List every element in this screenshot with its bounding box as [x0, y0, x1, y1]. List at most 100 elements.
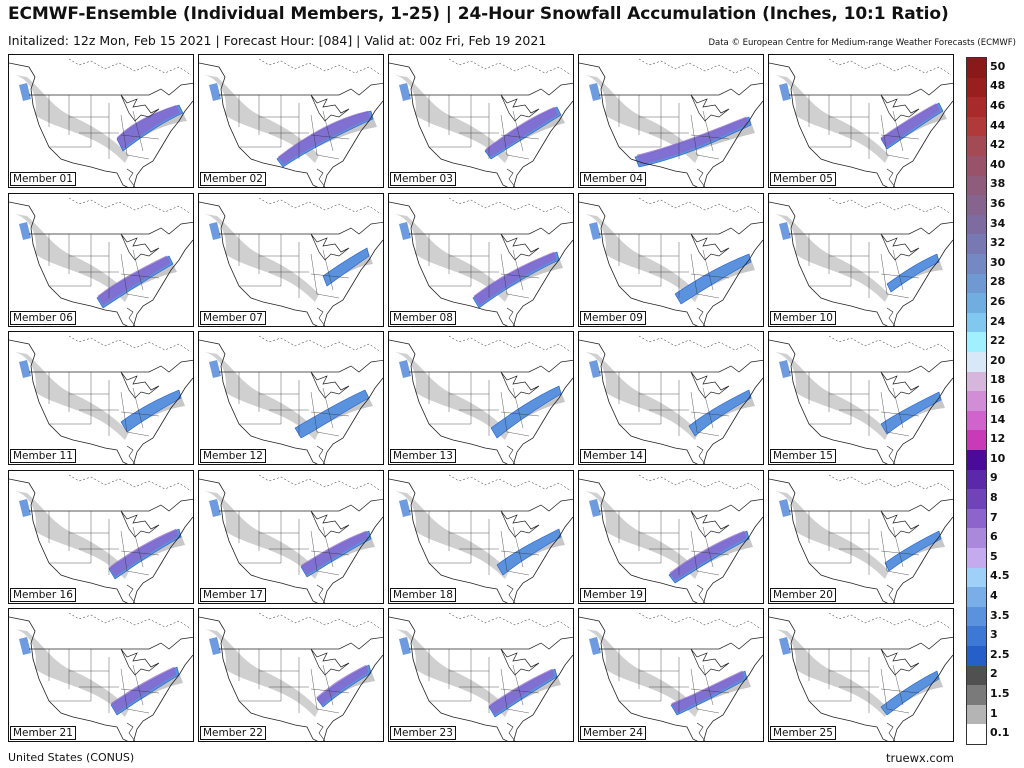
member-label: Member 23 [390, 726, 456, 740]
member-map-tile: Member 02 [198, 54, 384, 188]
legend-label: 24 [990, 314, 1006, 328]
member-snowfall-map [199, 197, 383, 326]
member-label: Member 10 [770, 311, 836, 325]
legend-swatch [967, 410, 986, 431]
member-label: Member 19 [580, 588, 646, 602]
member-map-tile: Member 17 [198, 470, 384, 604]
legend-swatch [967, 430, 986, 451]
member-snowfall-map [9, 335, 193, 464]
legend-label: 4.5 [990, 569, 1010, 583]
legend-label: 20 [990, 353, 1006, 367]
legend-label: 9 [990, 471, 998, 485]
member-snowfall-map [769, 197, 953, 326]
legend-swatch [967, 116, 986, 137]
legend-swatch [967, 273, 986, 294]
member-label: Member 15 [770, 449, 836, 463]
member-map-tile: Member 03 [388, 54, 574, 188]
member-label: Member 06 [10, 311, 76, 325]
legend-label: 22 [990, 334, 1006, 348]
member-map-tile: Member 10 [768, 193, 954, 327]
legend-swatch [967, 332, 986, 353]
member-label: Member 18 [390, 588, 456, 602]
member-snowfall-map [199, 58, 383, 187]
member-map-tile: Member 07 [198, 193, 384, 327]
member-label: Member 16 [10, 588, 76, 602]
member-map-tile: Member 15 [768, 331, 954, 465]
legend-swatch [967, 489, 986, 510]
member-snowfall-map [579, 474, 763, 603]
legend-swatch [967, 508, 986, 529]
legend-swatch [967, 587, 986, 608]
member-snowfall-map [389, 335, 573, 464]
member-label: Member 05 [770, 172, 836, 186]
legend-label: 18 [990, 373, 1006, 387]
member-label: Member 11 [10, 449, 76, 463]
member-label: Member 17 [200, 588, 266, 602]
legend-label: 0.1 [990, 726, 1010, 740]
member-snowfall-map [389, 474, 573, 603]
member-map-tile: Member 24 [578, 608, 764, 742]
legend-swatch [967, 606, 986, 627]
legend-label: 30 [990, 255, 1006, 269]
member-map-tile: Member 19 [578, 470, 764, 604]
member-label: Member 14 [580, 449, 646, 463]
member-map-tile: Member 11 [8, 331, 194, 465]
legend-label: 32 [990, 236, 1006, 250]
member-snowfall-map [9, 474, 193, 603]
member-label: Member 12 [200, 449, 266, 463]
legend-label: 2.5 [990, 647, 1010, 661]
member-label: Member 24 [580, 726, 646, 740]
member-snowfall-map [579, 197, 763, 326]
legend-swatch [967, 469, 986, 490]
legend-label: 36 [990, 197, 1006, 210]
legend-swatch [967, 665, 986, 686]
member-map-tile: Member 14 [578, 331, 764, 465]
member-map-tile: Member 20 [768, 470, 954, 604]
legend-label: 40 [990, 157, 1006, 171]
legend-label: 14 [990, 412, 1006, 426]
member-map-tile: Member 05 [768, 54, 954, 188]
member-label: Member 02 [200, 172, 266, 186]
member-map-tile: Member 21 [8, 608, 194, 742]
legend-label: 5 [990, 549, 998, 563]
member-label: Member 13 [390, 449, 456, 463]
legend-swatch [967, 685, 986, 706]
member-label: Member 25 [770, 726, 836, 740]
member-map-tile: Member 01 [8, 54, 194, 188]
member-snowfall-map [199, 612, 383, 741]
legend-label: 3 [990, 628, 998, 642]
member-snowfall-map [389, 197, 573, 326]
legend-label: 10 [990, 451, 1006, 465]
member-snowfall-map [199, 335, 383, 464]
legend-label: 46 [990, 99, 1006, 112]
legend-label: 8 [990, 491, 998, 504]
legend-swatch [967, 724, 986, 745]
member-map-tile: Member 13 [388, 331, 574, 465]
legend-label: 48 [990, 79, 1006, 93]
member-map-tile: Member 06 [8, 193, 194, 327]
legend-label: 1.5 [990, 687, 1010, 700]
legend-swatch [967, 156, 986, 177]
legend-label: 1 [990, 706, 998, 720]
member-snowfall-map [579, 612, 763, 741]
member-map-tile: Member 18 [388, 470, 574, 604]
member-snowfall-map [579, 58, 763, 187]
legend-swatch [967, 567, 986, 588]
legend-swatch [967, 214, 986, 235]
legend-swatch [967, 97, 986, 118]
legend-swatch [967, 254, 986, 275]
member-snowfall-map [199, 474, 383, 603]
member-map-tile: Member 25 [768, 608, 954, 742]
member-map-tile: Member 09 [578, 193, 764, 327]
legend-label: 44 [990, 118, 1006, 132]
member-snowfall-map [579, 335, 763, 464]
member-label: Member 20 [770, 588, 836, 602]
member-label: Member 04 [580, 172, 646, 186]
legend-swatch [967, 528, 986, 549]
member-label: Member 01 [10, 172, 76, 186]
member-snowfall-map [769, 474, 953, 603]
legend-swatch [967, 77, 986, 98]
chart-title: ECMWF-Ensemble (Individual Members, 1-25… [8, 4, 949, 24]
legend-swatch [967, 371, 986, 392]
legend-swatch [967, 136, 986, 157]
